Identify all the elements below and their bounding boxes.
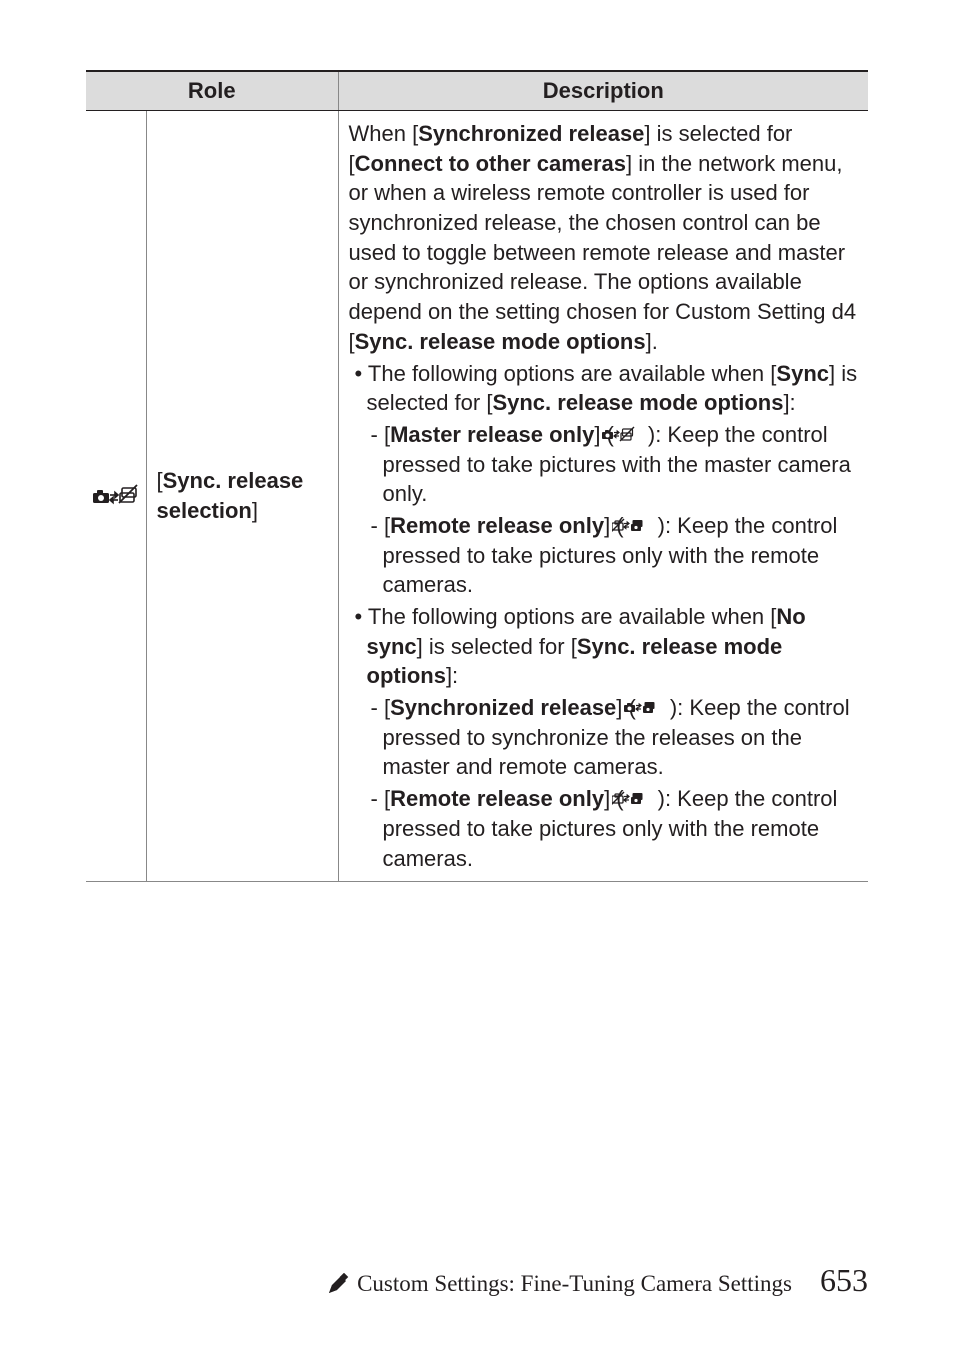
t: The following options are available when… xyxy=(368,604,776,629)
bullet-no-sync: The following options are available when… xyxy=(349,602,859,691)
synchronized-release-icon xyxy=(636,696,670,716)
t: Synchronized release xyxy=(418,121,644,146)
desc-intro: When [Synchronized release] is selected … xyxy=(349,119,859,357)
t: Sync xyxy=(776,361,829,386)
settings-table: Role Description [Sync. release selectio… xyxy=(86,70,868,882)
t: Master release only xyxy=(390,422,594,447)
t: ] in the network menu, or when a wireles… xyxy=(349,151,857,354)
col-header-role: Role xyxy=(86,71,338,111)
row-role-cell: [Sync. release selection] xyxy=(146,111,338,882)
row-icon-cell xyxy=(86,111,146,882)
row-description-cell: When [Synchronized release] is selected … xyxy=(338,111,868,882)
bullet-remote-only-2: [Remote release only] (): Keep the contr… xyxy=(349,784,859,873)
sync-release-selection-icon xyxy=(93,482,139,512)
footer-text-label: Custom Settings: Fine-Tuning Camera Sett… xyxy=(357,1271,792,1296)
t: Sync. release mode options xyxy=(492,390,783,415)
t: Remote release only xyxy=(390,786,604,811)
page-footer: Custom Settings: Fine-Tuning Camera Sett… xyxy=(327,1262,868,1299)
table-row: [Sync. release selection] When [Synchron… xyxy=(86,111,868,882)
row-role-bracket-close: ] xyxy=(252,498,258,523)
t: Remote release only xyxy=(390,513,604,538)
t: Sync. release mode options xyxy=(355,329,646,354)
settings-table-container: Role Description [Sync. release selectio… xyxy=(0,0,954,882)
t: ] is selected for [ xyxy=(417,634,577,659)
t: When [ xyxy=(349,121,419,146)
bullet-synchronized-release: [Synchronized release] (): Keep the cont… xyxy=(349,693,859,782)
col-header-description: Description xyxy=(338,71,868,111)
remote-release-only-icon xyxy=(624,514,658,534)
footer-section-title: Custom Settings: Fine-Tuning Camera Sett… xyxy=(327,1271,792,1297)
t: Synchronized release xyxy=(390,695,616,720)
t: The following options are available when… xyxy=(368,361,776,386)
t: Connect to other cameras xyxy=(355,151,626,176)
row-role-label: Sync. release selection xyxy=(157,468,304,523)
page-number: 653 xyxy=(820,1262,868,1299)
t: ]: xyxy=(783,390,795,415)
t: ]: xyxy=(446,663,458,688)
remote-release-only-icon xyxy=(624,787,658,807)
pencil-icon xyxy=(327,1273,349,1295)
bullet-master-only: [Master release only] (): Keep the contr… xyxy=(349,420,859,509)
master-release-only-icon xyxy=(614,423,648,443)
bullet-sync: The following options are available when… xyxy=(349,359,859,418)
t: ]. xyxy=(646,329,658,354)
bullet-remote-only-1: [Remote release only] (): Keep the contr… xyxy=(349,511,859,600)
